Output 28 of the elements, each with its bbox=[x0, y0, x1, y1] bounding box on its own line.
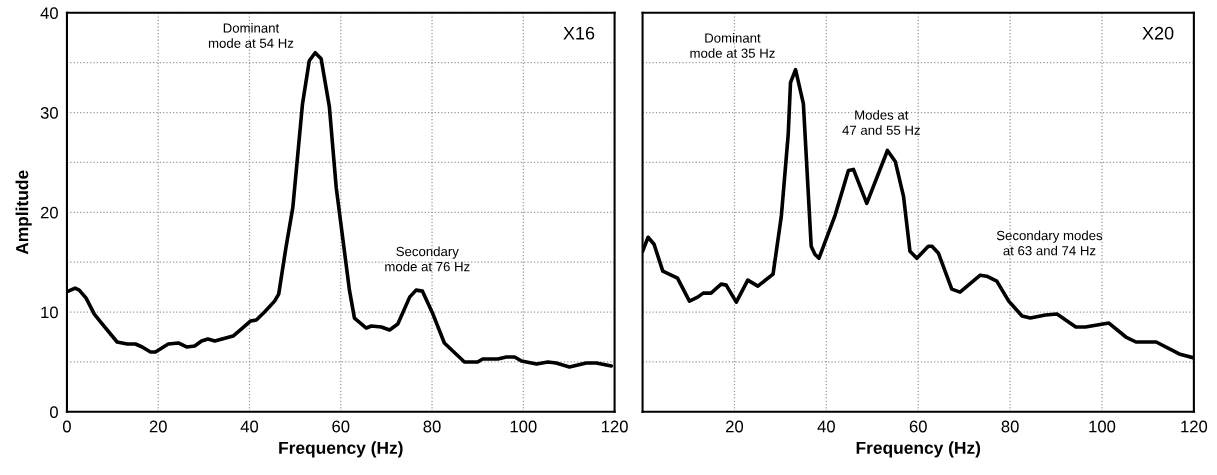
x-tick-label: 40 bbox=[817, 420, 835, 433]
x-tick-label: 60 bbox=[332, 420, 350, 433]
y-tick-label: 0 bbox=[49, 406, 58, 419]
x-tick-label: 100 bbox=[1089, 420, 1116, 433]
x-tick-label: 120 bbox=[601, 420, 628, 433]
text: X20 bbox=[1142, 26, 1174, 40]
annotation: Dominant mode at 54 Hz bbox=[208, 23, 294, 48]
x-tick-label: 80 bbox=[423, 420, 441, 433]
annotation: Modes at 47 and 55 Hz bbox=[842, 110, 920, 135]
x-tick-label: 60 bbox=[909, 420, 927, 433]
x-tick-label: 80 bbox=[1001, 420, 1019, 433]
x-tick-label: 20 bbox=[149, 420, 167, 433]
x-tick-label: 0 bbox=[62, 420, 71, 433]
annotation: Dominant mode at 35 Hz bbox=[690, 33, 775, 58]
y-tick-label: 20 bbox=[40, 206, 58, 219]
y-tick-label: 40 bbox=[40, 7, 58, 20]
annotation: Secondary mode at 76 Hz bbox=[385, 246, 470, 272]
y-tick-label: 30 bbox=[40, 106, 58, 119]
x-tick-label: 40 bbox=[240, 420, 259, 433]
x-axis-title: Frequency (Hz) bbox=[279, 441, 403, 458]
text: X16 bbox=[563, 26, 595, 40]
y-tick-label: 10 bbox=[41, 306, 58, 319]
annotation: Secondary modes at 63 and 74 Hz bbox=[996, 230, 1103, 256]
x-tick-label: 120 bbox=[1181, 420, 1208, 433]
y-axis-title: Amplitude bbox=[15, 170, 32, 255]
x-axis-title: Frequency (Hz) bbox=[856, 441, 981, 458]
x-tick-label: 20 bbox=[726, 420, 744, 433]
x-tick-label: 100 bbox=[510, 420, 537, 433]
